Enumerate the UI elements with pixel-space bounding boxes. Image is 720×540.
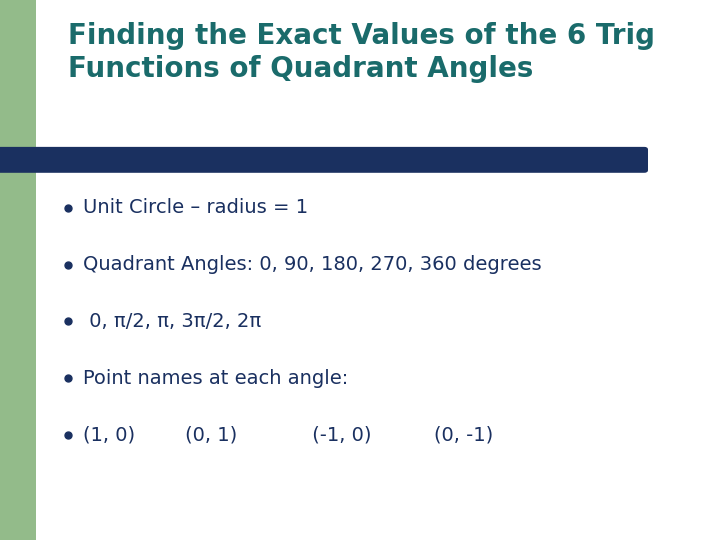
Text: Unit Circle – radius = 1: Unit Circle – radius = 1 [83,198,308,218]
Text: (1, 0)        (0, 1)            (-1, 0)          (0, -1): (1, 0) (0, 1) (-1, 0) (0, -1) [83,425,493,444]
Text: Finding the Exact Values of the 6 Trig
Functions of Quadrant Angles: Finding the Exact Values of the 6 Trig F… [68,22,655,83]
Text: Quadrant Angles: 0, 90, 180, 270, 360 degrees: Quadrant Angles: 0, 90, 180, 270, 360 de… [83,255,541,274]
Text: Point names at each angle:: Point names at each angle: [83,368,348,388]
FancyBboxPatch shape [36,0,720,540]
Text: 0, π/2, π, 3π/2, 2π: 0, π/2, π, 3π/2, 2π [83,312,261,331]
FancyBboxPatch shape [54,0,184,151]
FancyBboxPatch shape [0,0,54,540]
FancyBboxPatch shape [0,147,648,173]
